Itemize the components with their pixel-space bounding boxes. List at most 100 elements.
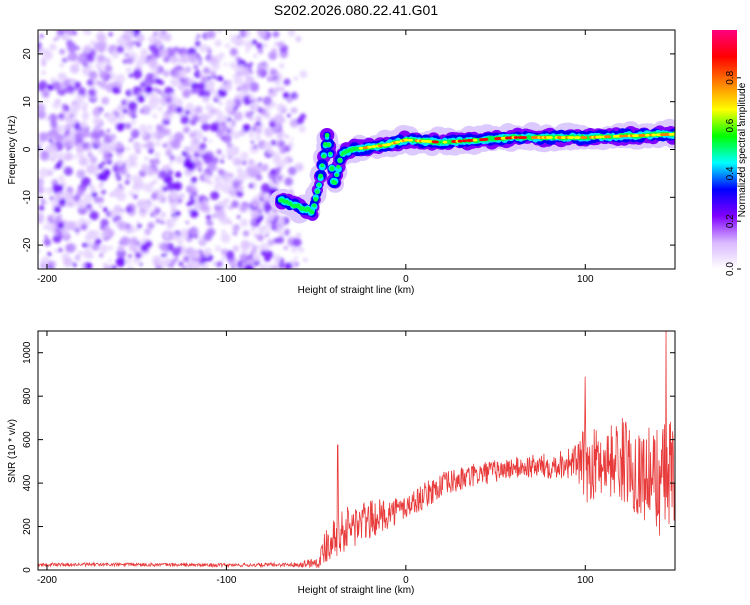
noise-blob <box>111 86 119 94</box>
snr-y-axis-label: SNR (10 * v/v) <box>7 419 18 483</box>
noise-blob <box>39 34 44 38</box>
noise-blob <box>197 82 205 90</box>
noise-blob <box>289 235 294 240</box>
noise-blob <box>190 88 197 95</box>
noise-blob <box>163 231 171 239</box>
noise-blob <box>157 89 163 95</box>
noise-blob <box>128 190 135 197</box>
noise-blob <box>230 34 239 44</box>
noise-blob <box>83 193 93 203</box>
noise-blob <box>155 218 161 224</box>
noise-blob <box>78 251 83 255</box>
noise-blob <box>165 218 176 228</box>
noise-blob <box>104 64 113 73</box>
noise-blob <box>211 156 219 164</box>
noise-blob <box>116 122 125 132</box>
noise-blob <box>189 209 199 218</box>
noise-blob <box>55 162 62 170</box>
noise-blob <box>249 117 254 121</box>
noise-blob <box>205 79 215 89</box>
noise-blob <box>63 105 70 112</box>
noise-blob <box>213 92 219 98</box>
heatmap-y-tick-label: -20 <box>22 237 33 252</box>
noise-blob <box>264 127 274 138</box>
noise-blob <box>233 158 242 167</box>
noise-blob <box>256 234 264 242</box>
noise-blob <box>267 239 275 246</box>
noise-blob <box>120 236 130 246</box>
noise-blob <box>218 76 224 82</box>
noise-blob <box>265 219 271 225</box>
noise-blob <box>63 80 70 87</box>
noise-blob <box>190 248 198 257</box>
ridge-core <box>457 139 463 143</box>
noise-blob <box>86 79 94 87</box>
noise-blob <box>127 254 132 259</box>
colorbar-tick-label: 0.0 <box>725 262 736 276</box>
noise-blob <box>259 243 269 253</box>
noise-blob <box>164 95 173 104</box>
noise-blob <box>109 133 117 141</box>
noise-blob <box>207 76 212 81</box>
noise-blob <box>129 34 135 39</box>
noise-blob <box>86 203 92 209</box>
noise-blob <box>53 206 61 214</box>
noise-blob <box>278 217 286 225</box>
noise-blob <box>132 256 140 264</box>
noise-blob <box>144 228 152 236</box>
noise-blob <box>149 159 155 164</box>
noise-blob <box>143 182 154 193</box>
noise-blob <box>175 171 182 178</box>
noise-blob <box>180 245 186 252</box>
noise-blob <box>205 197 210 202</box>
noise-blob <box>162 143 168 148</box>
noise-blob <box>164 128 171 136</box>
noise-blob <box>144 85 152 94</box>
noise-blob <box>163 253 168 257</box>
noise-blob <box>203 137 207 142</box>
noise-blob <box>186 161 196 171</box>
noise-blob <box>150 193 159 201</box>
noise-blob <box>283 245 288 250</box>
noise-blob <box>90 40 96 46</box>
noise-blob <box>225 98 236 109</box>
noise-blob <box>210 88 216 93</box>
noise-blob <box>118 153 124 158</box>
noise-blob <box>203 168 211 176</box>
noise-blob <box>77 199 87 209</box>
noise-blob <box>116 191 127 202</box>
noise-blob <box>137 91 143 96</box>
noise-blob <box>192 115 200 123</box>
noise-blob <box>100 218 109 228</box>
noise-blob <box>73 194 81 202</box>
noise-blob <box>99 181 104 186</box>
noise-blob <box>131 229 136 233</box>
ridge-core <box>597 135 603 139</box>
noise-blob <box>66 87 73 94</box>
noise-blob <box>53 229 63 238</box>
noise-blob <box>257 108 262 113</box>
noise-blob <box>74 81 81 89</box>
noise-blob <box>41 89 50 99</box>
noise-blob <box>254 115 262 123</box>
colorbar-label: Normalized spectral amplitude <box>737 82 748 217</box>
noise-blob <box>217 168 221 172</box>
noise-blob <box>191 260 202 269</box>
noise-blob <box>49 85 53 89</box>
noise-blob <box>195 88 201 95</box>
noise-blob <box>188 77 195 84</box>
noise-blob <box>97 45 106 54</box>
noise-blob <box>244 40 254 50</box>
ridge-core <box>513 136 519 139</box>
noise-blob <box>258 263 267 269</box>
noise-blob <box>187 186 194 192</box>
noise-blob <box>76 188 85 197</box>
noise-blob <box>249 62 254 66</box>
snr-y-tick-label: 600 <box>22 431 33 448</box>
noise-blob <box>180 53 190 64</box>
noise-blob <box>266 229 271 234</box>
noise-blob <box>251 198 260 208</box>
noise-blob <box>96 33 107 44</box>
noise-blob <box>109 193 114 198</box>
